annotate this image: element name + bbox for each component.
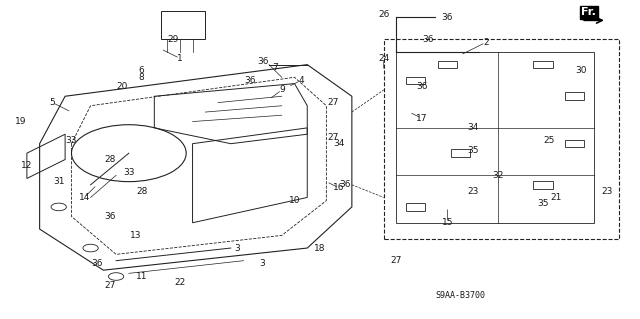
Text: 36: 36 [244,76,255,85]
Bar [406,77,425,84]
Text: 7: 7 [273,63,278,72]
Bar [534,61,552,69]
Text: 35: 35 [537,199,548,208]
Text: 14: 14 [79,193,90,202]
Text: 29: 29 [168,35,179,44]
Text: 18: 18 [314,243,326,253]
Text: 15: 15 [442,218,453,227]
Text: 23: 23 [467,187,479,196]
Text: 34: 34 [333,139,345,148]
Bar [565,140,584,147]
Text: 27: 27 [327,98,339,107]
Text: 33: 33 [66,136,77,145]
Text: 9: 9 [279,85,285,94]
Text: Fr.: Fr. [581,7,596,17]
Text: 35: 35 [467,145,479,154]
Text: 24: 24 [378,54,389,63]
Text: 16: 16 [333,183,345,192]
Text: 36: 36 [340,180,351,189]
Text: 28: 28 [136,187,147,196]
Text: 11: 11 [136,272,147,281]
Text: 8: 8 [139,73,145,82]
Text: 22: 22 [174,278,186,287]
Text: 36: 36 [442,13,453,22]
Text: 31: 31 [53,177,65,186]
Text: 30: 30 [575,66,587,76]
Text: 17: 17 [416,114,428,123]
Bar [451,149,470,157]
Text: 28: 28 [104,155,115,164]
Text: 36: 36 [416,82,428,91]
Text: 13: 13 [129,231,141,240]
Text: 36: 36 [104,212,115,221]
Bar [438,61,457,69]
Text: 23: 23 [601,187,612,196]
Text: 5: 5 [49,98,55,107]
Text: 3: 3 [260,259,266,268]
Text: 34: 34 [467,123,479,132]
Text: 27: 27 [327,133,339,142]
Text: 19: 19 [15,117,26,126]
Text: 4: 4 [298,76,304,85]
Text: 33: 33 [123,168,134,177]
Text: 27: 27 [104,281,115,291]
Text: S9AA-B3700: S9AA-B3700 [435,291,485,300]
Text: 21: 21 [550,193,561,202]
Text: 10: 10 [289,196,300,205]
Text: 6: 6 [139,66,145,76]
Text: 32: 32 [493,171,504,180]
Text: 36: 36 [422,35,434,44]
Text: 12: 12 [21,161,33,170]
Text: 25: 25 [544,136,555,145]
Bar [406,203,425,211]
Text: 1: 1 [177,54,182,63]
Text: 20: 20 [116,82,128,91]
Text: 36: 36 [92,259,103,268]
Text: 26: 26 [378,10,389,19]
Bar [534,181,552,189]
Text: 27: 27 [391,256,402,265]
Text: 36: 36 [257,57,268,66]
Text: 2: 2 [483,38,488,47]
Text: 3: 3 [234,243,240,253]
Bar [565,93,584,100]
